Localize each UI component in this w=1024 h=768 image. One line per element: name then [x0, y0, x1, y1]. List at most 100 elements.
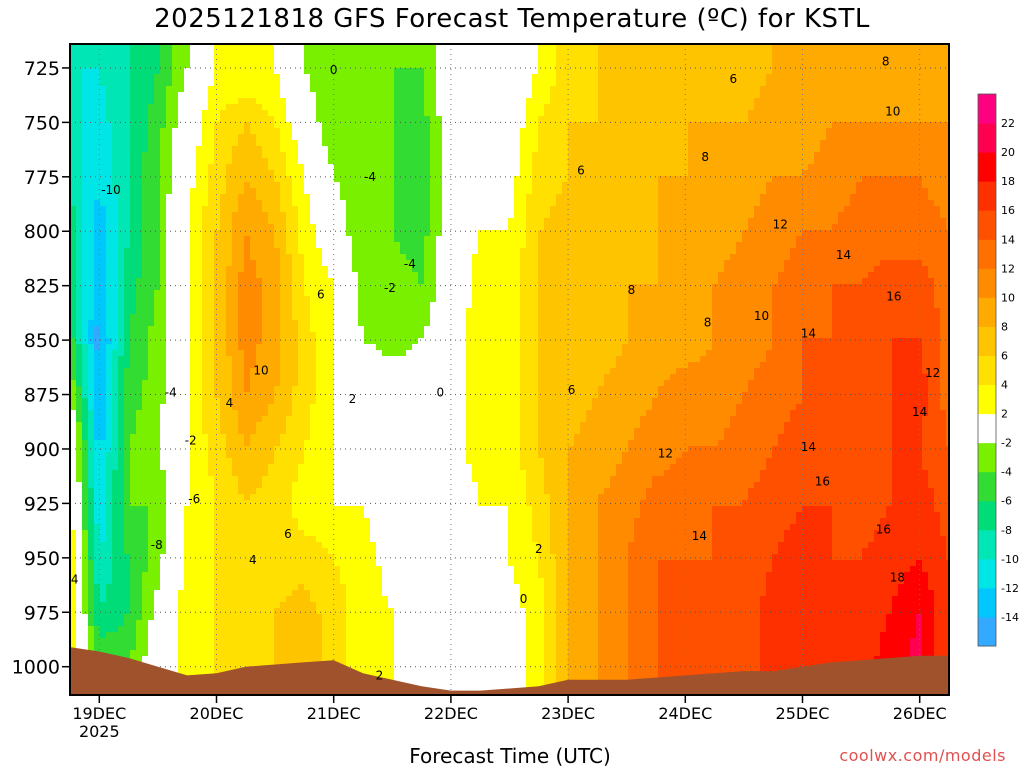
- temperature-cell: [124, 566, 131, 573]
- temperature-cell: [184, 200, 191, 207]
- temperature-cell: [262, 212, 269, 219]
- temperature-cell: [238, 74, 245, 81]
- temperature-cell: [250, 416, 257, 423]
- temperature-cell: [286, 140, 293, 147]
- temperature-cell: [268, 152, 275, 159]
- temperature-cell: [328, 188, 335, 195]
- temperature-cell: [250, 410, 257, 417]
- temperature-cell: [298, 530, 305, 537]
- temperature-cell: [172, 182, 179, 189]
- temperature-cell: [136, 194, 143, 201]
- temperature-cell: [304, 68, 311, 75]
- temperature-cell: [148, 416, 155, 423]
- temperature-cell: [334, 134, 341, 141]
- temperature-cell: [232, 332, 239, 339]
- temperature-cell: [274, 158, 281, 165]
- temperature-cell: [172, 80, 179, 87]
- temperature-cell: [238, 476, 245, 483]
- temperature-cell: [124, 458, 131, 465]
- temperature-cell: [268, 500, 275, 507]
- temperature-cell: [220, 284, 227, 291]
- temperature-cell: [124, 398, 131, 405]
- temperature-cell: [82, 134, 89, 141]
- temperature-cell: [88, 188, 95, 195]
- temperature-cell: [136, 566, 143, 573]
- temperature-cell: [124, 578, 131, 585]
- temperature-cell: [166, 548, 173, 555]
- temperature-cell: [148, 428, 155, 435]
- temperature-cell: [184, 626, 191, 633]
- temperature-cell: [310, 590, 317, 597]
- temperature-cell: [148, 236, 155, 243]
- temperature-cell: [232, 44, 239, 51]
- temperature-cell: [184, 134, 191, 141]
- temperature-cell: [94, 530, 101, 537]
- temperature-cell: [244, 254, 251, 261]
- temperature-cell: [298, 212, 305, 219]
- temperature-cell: [256, 164, 263, 171]
- temperature-cell: [202, 608, 209, 615]
- temperature-cell: [82, 620, 89, 627]
- temperature-cell: [190, 308, 197, 315]
- temperature-cell: [208, 560, 215, 567]
- temperature-cell: [304, 554, 311, 561]
- temperature-cell: [310, 494, 317, 501]
- temperature-cell: [118, 458, 125, 465]
- temperature-cell: [202, 620, 209, 627]
- temperature-cell: [100, 206, 107, 213]
- temperature-cell: [262, 56, 269, 63]
- temperature-cell: [148, 494, 155, 501]
- temperature-cell: [88, 86, 95, 93]
- temperature-cell: [262, 392, 269, 399]
- temperature-cell: [124, 356, 131, 363]
- temperature-cell: [334, 104, 341, 111]
- temperature-cell: [106, 650, 113, 657]
- temperature-cell: [238, 584, 245, 591]
- temperature-cell: [88, 626, 95, 633]
- temperature-cell: [112, 242, 119, 249]
- temperature-cell: [148, 242, 155, 249]
- temperature-cell: [196, 296, 203, 303]
- temperature-cell: [160, 56, 167, 63]
- temperature-cell: [82, 86, 89, 93]
- temperature-cell: [112, 542, 119, 549]
- temperature-cell: [274, 308, 281, 315]
- temperature-cell: [172, 314, 179, 321]
- temperature-cell: [118, 224, 125, 231]
- temperature-cell: [196, 242, 203, 249]
- temperature-cell: [172, 92, 179, 99]
- temperature-cell: [328, 464, 335, 471]
- temperature-cell: [310, 188, 317, 195]
- temperature-cell: [340, 164, 347, 171]
- temperature-cell: [214, 548, 221, 555]
- temperature-cell: [322, 620, 329, 627]
- temperature-cell: [268, 362, 275, 369]
- temperature-cell: [82, 614, 89, 621]
- temperature-cell: [280, 200, 287, 207]
- temperature-cell: [154, 530, 161, 537]
- temperature-cell: [106, 476, 113, 483]
- temperature-cell: [268, 128, 275, 135]
- temperature-cell: [274, 596, 281, 603]
- temperature-cell: [76, 188, 83, 195]
- temperature-cell: [268, 434, 275, 441]
- temperature-cell: [118, 302, 125, 309]
- temperature-cell: [196, 266, 203, 273]
- temperature-cell: [268, 614, 275, 621]
- temperature-cell: [238, 494, 245, 501]
- temperature-cell: [220, 500, 227, 507]
- temperature-cell: [268, 458, 275, 465]
- temperature-cell: [118, 608, 125, 615]
- temperature-cell: [166, 644, 173, 651]
- temperature-cell: [238, 200, 245, 207]
- temperature-cell: [94, 596, 101, 603]
- temperature-cell: [220, 392, 227, 399]
- temperature-cell: [220, 452, 227, 459]
- temperature-cell: [124, 638, 131, 645]
- temperature-cell: [220, 470, 227, 477]
- temperature-cell: [196, 446, 203, 453]
- temperature-cell: [238, 116, 245, 123]
- temperature-cell: [76, 428, 83, 435]
- temperature-cell: [340, 446, 347, 453]
- temperature-cell: [328, 350, 335, 357]
